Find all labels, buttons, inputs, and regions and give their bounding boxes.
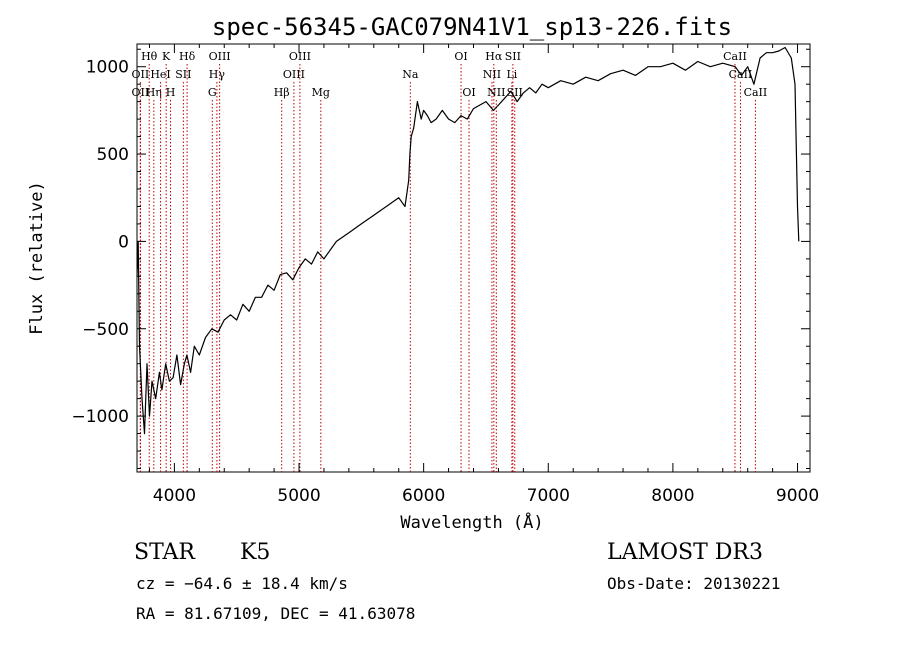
- line-label-3: Hη: [146, 86, 162, 99]
- y-axis-ticks: −1000 −500 0 500 1000: [71, 48, 810, 470]
- line-label-17: OI: [454, 50, 467, 63]
- line-label-23: Li: [506, 68, 517, 81]
- spectrum-line-0: [136, 46, 800, 435]
- line-label-18: OI: [462, 86, 475, 99]
- spectrum-series: [136, 46, 800, 435]
- line-label-15: Mg: [312, 86, 330, 99]
- line-label-10: Hγ: [209, 68, 226, 81]
- x-axis-label: Wavelength (Å): [400, 511, 543, 533]
- chart-title: spec-56345-GAC079N41V1_sp13-226.fits: [212, 13, 732, 41]
- line-label-14: OIII: [289, 50, 311, 63]
- line-label-6: H: [166, 86, 176, 99]
- line-label-13: OIII: [283, 68, 305, 81]
- line-label-5: K: [162, 50, 171, 63]
- survey-name: LAMOST DR3: [607, 540, 763, 565]
- redshift-value: cz = −64.6 ± 18.4 km/s: [136, 574, 348, 593]
- line-label-12: Hβ: [274, 86, 290, 99]
- line-label-24: SII: [507, 86, 523, 99]
- line-label-25: CaII: [723, 50, 747, 63]
- x-axis-ticks: 4000 5000 6000 7000 8000 9000: [148, 44, 819, 506]
- coordinates: RA = 81.67109, DEC = 41.63078: [136, 604, 416, 623]
- x-tick-label-5: 9000: [776, 486, 819, 506]
- y-axis-label: Flux (relative): [27, 181, 47, 335]
- line-label-19: NII: [483, 68, 501, 81]
- y-tick-label-1: −500: [82, 320, 129, 340]
- line-label-7: SII: [175, 68, 191, 81]
- y-tick-label-4: 1000: [86, 58, 129, 78]
- line-label-1: OII: [132, 68, 150, 81]
- y-tick-label-2: 0: [118, 232, 129, 252]
- x-tick-label-1: 5000: [277, 486, 320, 506]
- line-label-20: Hα: [485, 50, 503, 63]
- line-label-21: NII: [487, 86, 505, 99]
- x-tick-label-4: 8000: [651, 486, 694, 506]
- x-tick-label-2: 6000: [402, 486, 445, 506]
- object-subclass: K5: [240, 540, 271, 565]
- line-label-9: G: [208, 86, 217, 99]
- x-tick-label-3: 7000: [527, 486, 570, 506]
- x-tick-label-0: 4000: [153, 486, 196, 506]
- y-tick-label-3: 500: [97, 145, 129, 165]
- line-label-22: SII: [505, 50, 521, 63]
- observation-date: Obs-Date: 20130221: [607, 574, 781, 593]
- emission-line-markers: HθOIIOIIHηHeIKHSIIHδGHγOIIIHβOIIIOIIIMgN…: [132, 50, 768, 472]
- line-label-27: CaII: [744, 86, 768, 99]
- line-label-2: OII: [132, 86, 150, 99]
- line-label-4: HeI: [150, 68, 170, 81]
- line-label-16: Na: [402, 68, 419, 81]
- line-label-8: Hδ: [179, 50, 196, 63]
- line-label-0: Hθ: [141, 50, 158, 63]
- object-type: STAR: [134, 540, 195, 565]
- line-label-11: OIII: [209, 50, 231, 63]
- y-tick-label-0: −1000: [71, 407, 129, 427]
